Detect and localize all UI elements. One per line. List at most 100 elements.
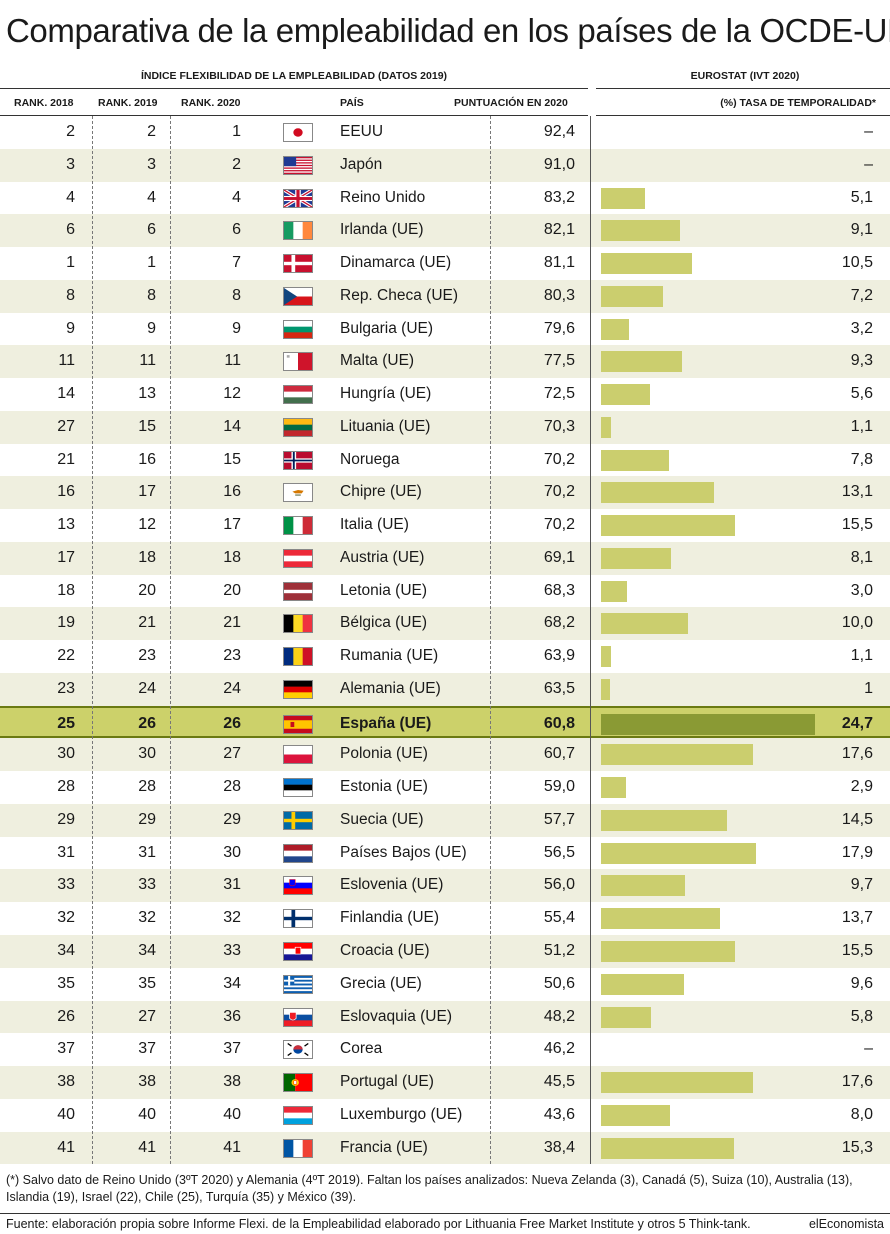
chart-title: Comparativa de la empleabilidad en los p… xyxy=(6,12,890,49)
table-row: 30 30 27 Polonia (UE) 60,7 17,6 xyxy=(0,738,890,772)
rank-2020-cell: 14 xyxy=(223,417,241,435)
rank-2018-cell: 32 xyxy=(57,909,75,927)
table-row: 1 1 7 Dinamarca (UE) 81,1 10,5 xyxy=(0,247,890,280)
rank-2019-cell: 26 xyxy=(138,714,156,732)
table-row: 26 27 36 Eslovaquia (UE) 48,2 5,8 xyxy=(0,1000,890,1034)
temporality-value: 14,5 xyxy=(841,810,873,828)
rank-2019-cell: 21 xyxy=(138,614,156,632)
rank-2018-cell: 26 xyxy=(57,1007,75,1025)
temporality-bar xyxy=(601,351,682,373)
rank-2020-cell: 16 xyxy=(223,483,241,501)
temporality-bar xyxy=(601,220,680,242)
de-flag xyxy=(283,679,313,699)
score-value: 51,2 xyxy=(543,942,575,959)
score-value: 63,5 xyxy=(543,679,575,697)
score-value: 70,2 xyxy=(543,516,575,534)
ee-flag xyxy=(283,778,313,798)
temporality-value: 9,6 xyxy=(850,974,873,992)
temporality-value: 13,7 xyxy=(841,909,873,927)
footnote: (*) Salvo dato de Reino Unido (3ºT 2020)… xyxy=(6,1173,853,1204)
rank-2018-cell: 18 xyxy=(57,581,75,599)
country-name: Malta (UE) xyxy=(340,352,415,370)
temporality-bar xyxy=(601,384,650,406)
country-name: Rumania (UE) xyxy=(340,647,439,665)
table-row: 13 12 17 Italia (UE) 70,2 15,5 xyxy=(0,509,890,542)
temporality-bar xyxy=(601,973,685,995)
temporality-value: 15,3 xyxy=(841,1138,873,1156)
country-name: Corea xyxy=(340,1040,383,1058)
rank-2020-cell: 37 xyxy=(223,1040,241,1058)
country-name: Países Bajos (UE) xyxy=(340,843,467,861)
rank-2019-cell: 2 xyxy=(147,123,156,140)
rank-2018-cell: 30 xyxy=(57,745,75,763)
temporality-value: 9,1 xyxy=(850,221,873,239)
temporality-value: 24,7 xyxy=(841,714,873,732)
gb-flag xyxy=(283,188,313,208)
score-value: 68,3 xyxy=(543,581,575,599)
table-row: 21 16 15 Noruega 70,2 7,8 xyxy=(0,444,890,477)
temporality-bar xyxy=(601,744,754,766)
score-value: 91,0 xyxy=(543,155,575,173)
temporality-value: 8,0 xyxy=(850,1105,873,1123)
hr-flag xyxy=(283,942,313,961)
score-value: 57,7 xyxy=(543,810,575,828)
temporality-value: 8,1 xyxy=(850,548,873,566)
rank-2019-cell: 37 xyxy=(138,1040,156,1058)
rank-2020-cell: 29 xyxy=(223,810,241,828)
lu-flag xyxy=(283,1105,313,1125)
column-divider xyxy=(590,116,591,1164)
temporality-bar xyxy=(601,809,727,831)
be-flag xyxy=(283,614,313,634)
table-row: 35 35 34 Grecia (UE) 50,6 9,6 xyxy=(0,968,890,1001)
table-row: 31 31 30 Países Bajos (UE) 56,5 17,9 xyxy=(0,837,890,870)
temporality-value: 7,8 xyxy=(850,450,873,468)
rank-2019-cell: 41 xyxy=(138,1138,156,1156)
temporality-value: 3,0 xyxy=(850,581,873,599)
country-name: Suecia (UE) xyxy=(340,810,424,828)
rank-2020-cell: 1 xyxy=(232,123,241,140)
temporality-bar xyxy=(601,580,627,602)
score-value: 81,1 xyxy=(543,254,575,272)
temporality-value: 5,6 xyxy=(850,385,873,403)
score-value: 59,0 xyxy=(543,778,575,796)
rank-2020-cell: 26 xyxy=(223,714,241,732)
column-divider xyxy=(170,116,171,1164)
rank-2019-cell: 18 xyxy=(138,548,156,566)
rank-2018-cell: 28 xyxy=(57,778,75,796)
section-header-index: ÍNDICE FLEXIBILIDAD DE LA EMPLEABILIDAD … xyxy=(140,70,448,82)
score-value: 82,1 xyxy=(543,221,575,239)
pl-flag xyxy=(283,745,313,765)
rank-2019-cell: 3 xyxy=(147,155,156,173)
score-value: 63,9 xyxy=(543,647,575,665)
table-row: 17 18 18 Austria (UE) 69,1 8,1 xyxy=(0,541,890,575)
rank-2019-cell: 34 xyxy=(138,942,156,959)
table-row: 41 41 41 Francia (UE) 38,4 15,3 xyxy=(0,1131,890,1165)
rank-2020-cell: 17 xyxy=(223,516,241,534)
table-row: 18 20 20 Letonia (UE) 68,3 3,0 xyxy=(0,575,890,608)
table-row: 3 3 2 Japón 91,0 – xyxy=(0,148,890,182)
country-name: Italia (UE) xyxy=(340,516,409,534)
us-flag xyxy=(283,155,313,175)
rank-2018-cell: 27 xyxy=(57,417,75,435)
country-name: Rep. Checa (UE) xyxy=(340,286,459,304)
rank-2020-cell: 30 xyxy=(223,843,241,861)
score-value: 79,6 xyxy=(543,319,575,337)
table-row: 11 11 11 Malta (UE) 77,5 9,3 xyxy=(0,345,890,379)
country-name: EEUU xyxy=(340,123,384,140)
score-value: 45,5 xyxy=(543,1073,575,1091)
rank-2018-cell: 23 xyxy=(57,679,75,697)
temporality-value: – xyxy=(864,155,873,173)
rank-2020-cell: 36 xyxy=(223,1007,241,1025)
table-row: 9 9 9 Bulgaria (UE) 79,6 3,2 xyxy=(0,313,890,346)
rank-2020-cell: 33 xyxy=(223,942,241,959)
temporality-bar xyxy=(601,875,686,897)
temporality-bar xyxy=(601,416,611,438)
temporality-bar xyxy=(601,547,672,569)
rank-2018-cell: 33 xyxy=(57,876,75,894)
rank-2020-cell: 21 xyxy=(223,614,241,632)
table-row: 16 17 16 Chipre (UE) 70,2 13,1 xyxy=(0,476,890,510)
rank-2018-cell: 1 xyxy=(66,254,75,272)
it-flag xyxy=(283,516,313,536)
table-row: 40 40 40 Luxemburgo (UE) 43,6 8,0 xyxy=(0,1099,890,1132)
rank-2019-cell: 30 xyxy=(138,745,156,763)
